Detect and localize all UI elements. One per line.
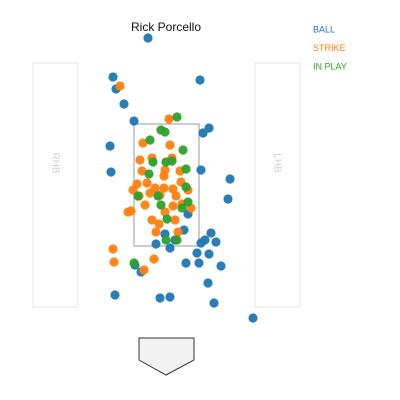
pitch — [161, 235, 171, 245]
pitch — [248, 313, 258, 323]
pitch — [177, 203, 187, 213]
pitch — [204, 249, 214, 259]
pitch — [178, 145, 188, 155]
chart-title: Rick Porcello — [131, 20, 201, 34]
pitch — [144, 169, 154, 179]
pitch — [140, 200, 150, 210]
legend: BALL STRIKE IN PLAY — [313, 24, 347, 71]
points — [105, 33, 258, 323]
pitch — [216, 261, 226, 271]
pitch — [165, 243, 175, 253]
pitch — [155, 293, 165, 303]
pitch — [110, 290, 120, 300]
batter-label: LHB — [271, 153, 282, 173]
pitch — [159, 171, 169, 181]
pitch — [211, 237, 221, 247]
pitch — [147, 215, 157, 225]
pitch — [173, 227, 183, 237]
pitch — [151, 227, 161, 237]
pitch — [148, 157, 158, 167]
pitch — [119, 99, 129, 109]
pitch — [206, 228, 216, 238]
lhb-box — [254, 62, 301, 308]
pitch — [165, 140, 175, 150]
pitch — [133, 191, 143, 201]
pitch — [129, 258, 139, 268]
pitch — [196, 165, 206, 175]
pitch — [153, 191, 163, 201]
pitch — [115, 81, 125, 91]
pitch — [106, 167, 116, 177]
pitch — [145, 135, 155, 145]
pitch — [168, 201, 178, 211]
pitch — [168, 184, 178, 194]
pitch — [170, 215, 180, 225]
pitch — [135, 155, 145, 165]
pitch — [143, 33, 153, 43]
pitch — [198, 128, 208, 138]
pitch — [138, 138, 148, 148]
pitch — [183, 197, 193, 207]
pitch — [200, 235, 210, 245]
pitch — [192, 248, 202, 258]
pitch — [195, 75, 205, 85]
legend-entry: BALL — [313, 24, 335, 34]
pitch — [172, 235, 182, 245]
pitch — [108, 244, 118, 254]
pitch — [165, 292, 175, 302]
pitch — [109, 257, 119, 267]
pitch — [223, 194, 233, 204]
pitch — [149, 254, 159, 264]
pitch — [203, 278, 213, 288]
pitch — [181, 182, 191, 192]
pitch — [156, 200, 166, 210]
pitch — [108, 72, 118, 82]
pitch — [160, 207, 170, 217]
pitch — [171, 191, 181, 201]
pitch — [159, 183, 169, 193]
pitch — [123, 207, 133, 217]
pitch — [129, 116, 139, 126]
pitch — [154, 219, 164, 229]
pitch — [161, 157, 171, 167]
pitch — [142, 178, 152, 188]
pitch — [151, 239, 161, 249]
rhb-box — [32, 62, 79, 308]
batter-label: RHB — [49, 152, 60, 173]
pitch — [164, 114, 174, 124]
home-plate — [138, 337, 195, 376]
legend-entry: STRIKE — [313, 43, 346, 53]
legend-entry: IN PLAY — [313, 61, 347, 71]
pitch — [105, 141, 115, 151]
pitch — [172, 112, 182, 122]
pitch — [162, 214, 172, 224]
pitch — [145, 188, 155, 198]
pitch — [181, 258, 191, 268]
pitch — [139, 265, 149, 275]
pitch — [181, 164, 191, 174]
pitch — [160, 127, 170, 137]
pitch — [194, 258, 204, 268]
pitch — [209, 298, 219, 308]
pitch — [137, 166, 147, 176]
pitch — [225, 174, 235, 184]
